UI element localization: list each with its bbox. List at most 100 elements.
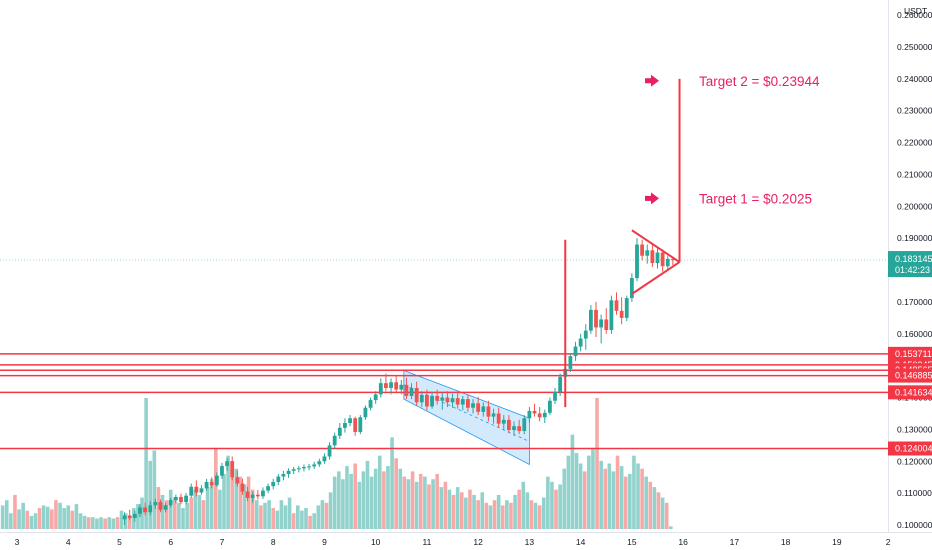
candle-body: [240, 483, 245, 492]
candle-body: [430, 395, 434, 407]
volume-bar: [291, 513, 296, 529]
volume-bar: [25, 510, 30, 529]
volume-bar: [144, 398, 148, 529]
arrow-right-icon: [645, 192, 659, 205]
candle-body: [466, 399, 470, 408]
volume-bar: [111, 518, 116, 529]
volume-bar: [336, 471, 341, 529]
volume-bar: [353, 463, 357, 529]
candle-body: [670, 258, 675, 261]
volume-bar: [632, 455, 636, 529]
volume-bar: [492, 500, 497, 529]
candle-body: [660, 252, 665, 267]
volume-bar: [431, 479, 435, 529]
volume-bar: [295, 505, 300, 529]
volume-bar: [300, 510, 304, 529]
time-tick-label: 7: [220, 537, 225, 547]
volume-bar: [103, 518, 107, 529]
time-tick-label: 5: [117, 537, 122, 547]
candle-body: [296, 468, 301, 470]
candle-body: [496, 413, 501, 424]
volume-bar: [394, 458, 398, 529]
candle-body: [588, 309, 593, 331]
time-tick-label: 9: [322, 537, 327, 547]
current-price-label: 0.183145: [895, 254, 932, 264]
price-tick-label: 0.110000: [897, 488, 932, 498]
volume-bar: [13, 494, 17, 529]
candle-body: [399, 384, 404, 390]
candle-body: [132, 513, 137, 518]
candle-body: [460, 399, 465, 405]
candle-body: [573, 346, 578, 357]
volume-bar: [324, 502, 329, 529]
volume-bar: [398, 468, 403, 529]
current-price-tag: [888, 251, 932, 278]
candle-body: [158, 502, 163, 510]
candle-body: [455, 398, 460, 405]
time-tick-label: 4: [66, 537, 71, 547]
volume-bar: [443, 481, 448, 529]
candle-body: [635, 244, 639, 279]
volume-bar: [505, 500, 509, 529]
volume-bar: [488, 505, 493, 529]
candle-body: [532, 410, 537, 414]
volume-bar: [201, 500, 206, 529]
candle-body: [179, 496, 183, 503]
candle-body: [547, 400, 552, 413]
volume-bar: [365, 460, 370, 529]
volume-bar: [496, 494, 501, 529]
volume-bar: [37, 508, 42, 529]
time-tick-label: 15: [627, 537, 637, 547]
volume-bar: [619, 466, 624, 529]
candle-body: [583, 330, 588, 339]
volume-bar: [517, 489, 521, 529]
candle-body: [199, 488, 204, 493]
candle-body: [250, 494, 255, 498]
volume-bar: [283, 505, 288, 529]
candle-countdown-label: 01:42:23: [895, 265, 930, 275]
plot-area[interactable]: [0, 74, 888, 529]
volume-bar: [447, 489, 452, 529]
volume-bar: [173, 497, 177, 529]
candle-body: [322, 456, 327, 462]
volume-bar: [554, 489, 558, 529]
volume-bar: [603, 468, 608, 529]
candle-body: [143, 507, 147, 513]
volume-bar: [509, 502, 513, 529]
volume-bar: [435, 473, 439, 529]
volume-bar: [373, 468, 378, 529]
price-tick-label: 0.240000: [897, 74, 932, 84]
volume-bar: [214, 447, 218, 529]
volume-bar: [459, 492, 464, 529]
candle-body: [389, 382, 393, 388]
volume-bar: [382, 471, 386, 529]
candle-body: [450, 398, 455, 403]
candle-body: [204, 481, 209, 489]
candle-body: [501, 419, 506, 424]
candle-body: [409, 387, 414, 396]
volume-bar: [369, 476, 374, 529]
volume-bar: [164, 500, 169, 529]
volume-bar: [62, 508, 66, 529]
candle-body: [650, 250, 655, 264]
candle-body: [578, 338, 583, 347]
volume-bar: [423, 476, 427, 529]
candle-body: [435, 395, 440, 401]
volume-bar: [9, 513, 13, 529]
volume-bar: [189, 497, 194, 529]
candle-body: [665, 258, 670, 267]
time-tick-label: 11: [423, 537, 432, 547]
volume-bar: [669, 526, 673, 529]
triangle-lower-line: [631, 261, 681, 295]
volume-bar: [127, 517, 132, 529]
volume-bar: [222, 473, 226, 529]
volume-bar: [246, 476, 251, 529]
volume-bar: [86, 517, 91, 529]
time-tick-label: 2: [886, 537, 891, 547]
volume-bar: [218, 489, 222, 529]
volume-bar: [558, 484, 562, 529]
volume-bar: [377, 455, 382, 529]
volume-bar: [308, 515, 312, 529]
